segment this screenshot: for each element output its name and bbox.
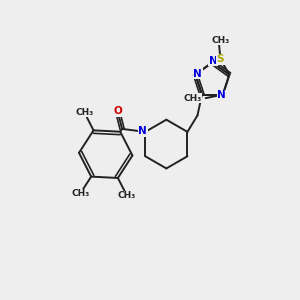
Text: N: N — [139, 126, 147, 136]
Text: N: N — [217, 90, 226, 100]
Text: S: S — [217, 54, 224, 64]
Text: N: N — [194, 69, 202, 79]
Text: CH₃: CH₃ — [71, 189, 89, 198]
Text: N: N — [208, 56, 217, 66]
Text: CH₃: CH₃ — [211, 36, 230, 45]
Text: CH₃: CH₃ — [75, 108, 93, 117]
Text: CH₃: CH₃ — [118, 191, 136, 200]
Text: O: O — [113, 106, 122, 116]
Text: CH₃: CH₃ — [184, 94, 202, 103]
